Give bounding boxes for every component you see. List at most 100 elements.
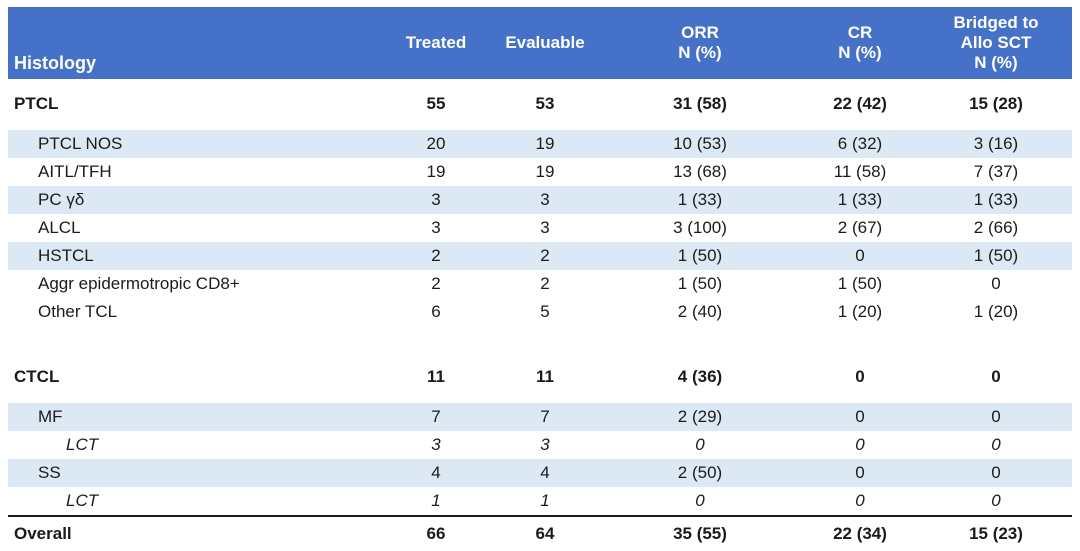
cell-orr: 1 (50) bbox=[677, 246, 723, 265]
cell-bridged-allo-sct: 0 bbox=[991, 274, 1001, 293]
cell-orr: 2 (50) bbox=[677, 463, 723, 482]
cell-treated: 19 bbox=[426, 162, 446, 181]
cell-cr: 0 bbox=[855, 435, 865, 454]
table-row: LCT 3 3 0 0 0 bbox=[8, 431, 1072, 459]
cell-evaluable: 11 bbox=[536, 367, 554, 386]
cell-treated: 3 bbox=[431, 190, 441, 209]
column-header-evaluable: Evaluable bbox=[505, 32, 585, 52]
cell-evaluable: 3 bbox=[540, 190, 550, 209]
column-header-cr: CR N (%) bbox=[838, 22, 882, 62]
cell-cr: 2 (67) bbox=[837, 218, 883, 237]
cell-cr: 11 (58) bbox=[833, 162, 887, 181]
cell-orr: 2 (29) bbox=[677, 407, 723, 426]
cell-evaluable: 7 bbox=[540, 407, 550, 426]
cell-bridged-allo-sct: 0 bbox=[991, 435, 1001, 454]
cell-cr: 1 (50) bbox=[837, 274, 883, 293]
table-row: Aggr epidermotropic CD8+ 2 2 1 (50) 1 (5… bbox=[8, 270, 1072, 298]
cell-bridged-allo-sct: 1 (50) bbox=[973, 246, 1019, 265]
cell-orr: 2 (40) bbox=[677, 302, 723, 321]
cell-bridged-allo-sct: 0 bbox=[991, 407, 1001, 426]
table-row: PTCL 55 53 31 (58) 22 (42) 15 (28) bbox=[8, 83, 1072, 125]
column-header-orr: ORR N (%) bbox=[678, 22, 722, 62]
cell-histology: CTCL bbox=[14, 367, 60, 386]
cell-treated: 6 bbox=[431, 302, 441, 321]
table-row: PC γδ 3 3 1 (33) 1 (33) 1 (33) bbox=[8, 186, 1072, 214]
cell-treated: 55 bbox=[426, 94, 446, 113]
cell-histology: LCT bbox=[66, 491, 99, 510]
cell-bridged-allo-sct: 0 bbox=[991, 367, 1001, 386]
cell-evaluable: 53 bbox=[535, 94, 555, 113]
cell-orr: 1 (33) bbox=[677, 190, 723, 209]
cell-orr: 3 (100) bbox=[673, 218, 727, 237]
cell-histology: PC γδ bbox=[38, 190, 85, 209]
cell-orr: 0 bbox=[695, 435, 705, 454]
table-row: PTCL NOS 20 19 10 (53) 6 (32) 3 (16) bbox=[8, 130, 1072, 158]
cell-treated: 3 bbox=[431, 218, 441, 237]
cell-orr: 10 (53) bbox=[673, 134, 727, 153]
cell-evaluable: 5 bbox=[540, 302, 550, 321]
cell-histology: Overall bbox=[14, 524, 72, 543]
cell-cr: 22 (42) bbox=[833, 94, 887, 113]
cell-cr: 1 (20) bbox=[837, 302, 883, 321]
cell-bridged-allo-sct: 1 (33) bbox=[973, 190, 1019, 209]
histology-results-table: Histology Treated Evaluable ORR N (%) CR… bbox=[8, 7, 1072, 551]
cell-evaluable: 1 bbox=[540, 491, 550, 510]
cell-histology: PTCL bbox=[14, 94, 59, 113]
cell-orr: 4 (36) bbox=[677, 367, 723, 386]
cell-evaluable: 2 bbox=[540, 274, 550, 293]
cell-bridged-allo-sct: 3 (16) bbox=[973, 134, 1019, 153]
cell-cr: 0 bbox=[855, 491, 865, 510]
cell-histology: Other TCL bbox=[38, 302, 118, 321]
table-row: Overall 66 64 35 (55) 22 (34) 15 (23) bbox=[8, 515, 1072, 551]
cell-evaluable: 4 bbox=[540, 463, 550, 482]
cell-treated: 2 bbox=[431, 246, 441, 265]
cell-cr: 1 (33) bbox=[837, 190, 883, 209]
table-row: LCT 1 1 0 0 0 bbox=[8, 487, 1072, 515]
cell-bridged-allo-sct: 0 bbox=[991, 463, 1001, 482]
cell-evaluable: 2 bbox=[540, 246, 550, 265]
cell-treated: 20 bbox=[426, 134, 446, 153]
cell-bridged-allo-sct: 0 bbox=[991, 491, 1001, 510]
table-row: ALCL 3 3 3 (100) 2 (67) 2 (66) bbox=[8, 214, 1072, 242]
cell-histology: LCT bbox=[66, 435, 99, 454]
table-header-row: Histology Treated Evaluable ORR N (%) CR… bbox=[8, 7, 1072, 79]
column-header-bridged-allo-sct: Bridged to Allo SCT N (%) bbox=[953, 12, 1039, 73]
cell-histology: PTCL NOS bbox=[38, 134, 123, 153]
column-header-histology: Histology bbox=[14, 52, 97, 73]
table-row: Other TCL 6 5 2 (40) 1 (20) 1 (20) bbox=[8, 298, 1072, 326]
cell-evaluable: 19 bbox=[535, 162, 555, 181]
table-row: CTCL 11 11 4 (36) 0 0 bbox=[8, 356, 1072, 398]
table-row: SS 4 4 2 (50) 0 0 bbox=[8, 459, 1072, 487]
cell-treated: 11 bbox=[427, 367, 445, 386]
cell-histology: AITL/TFH bbox=[38, 162, 112, 181]
cell-histology: HSTCL bbox=[38, 246, 94, 265]
cell-cr: 0 bbox=[855, 463, 865, 482]
cell-histology: MF bbox=[38, 407, 63, 426]
cell-orr: 31 (58) bbox=[673, 94, 727, 113]
cell-treated: 4 bbox=[431, 463, 441, 482]
cell-treated: 66 bbox=[426, 524, 446, 543]
cell-histology: Aggr epidermotropic CD8+ bbox=[38, 274, 240, 293]
cell-cr: 22 (34) bbox=[833, 524, 887, 543]
table-row: AITL/TFH 19 19 13 (68) 11 (58) 7 (37) bbox=[8, 158, 1072, 186]
cell-bridged-allo-sct: 1 (20) bbox=[973, 302, 1019, 321]
table-row: HSTCL 2 2 1 (50) 0 1 (50) bbox=[8, 242, 1072, 270]
cell-evaluable: 19 bbox=[535, 134, 555, 153]
cell-histology: SS bbox=[38, 463, 61, 482]
cell-histology: ALCL bbox=[38, 218, 81, 237]
cell-treated: 1 bbox=[431, 491, 441, 510]
cell-orr: 0 bbox=[695, 491, 705, 510]
table-row bbox=[8, 326, 1072, 356]
cell-orr: 1 (50) bbox=[677, 274, 723, 293]
cell-orr: 13 (68) bbox=[673, 162, 727, 181]
cell-cr: 0 bbox=[855, 407, 865, 426]
cell-cr: 6 (32) bbox=[837, 134, 883, 153]
cell-orr: 35 (55) bbox=[673, 524, 727, 543]
cell-cr: 0 bbox=[855, 246, 865, 265]
cell-treated: 2 bbox=[431, 274, 441, 293]
cell-evaluable: 3 bbox=[540, 218, 550, 237]
cell-evaluable: 64 bbox=[535, 524, 555, 543]
cell-treated: 3 bbox=[431, 435, 441, 454]
cell-bridged-allo-sct: 15 (28) bbox=[969, 94, 1023, 113]
column-header-treated: Treated bbox=[405, 32, 467, 52]
